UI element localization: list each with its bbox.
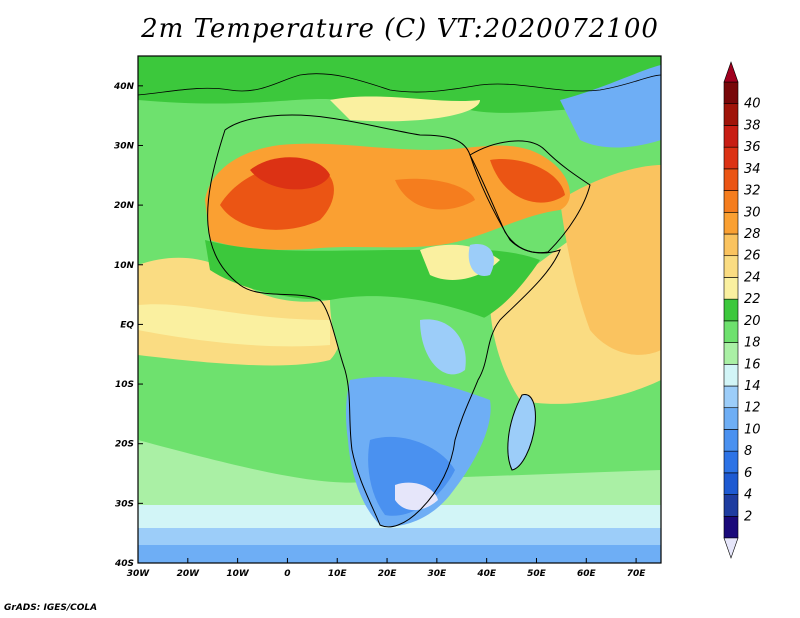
colorbar-swatch — [723, 429, 739, 452]
grads-credit: GrADS: IGES/COLA — [4, 603, 98, 613]
colorbar-swatch — [723, 472, 739, 495]
colorbar-swatch — [723, 190, 739, 213]
colorbar-label: 12 — [744, 401, 761, 416]
lon-tick-label: 70E — [627, 569, 647, 579]
map-frame — [137, 55, 662, 564]
colorbar-swatch — [723, 81, 739, 105]
colorbar-label: 14 — [744, 379, 761, 394]
colorbar-label: 20 — [744, 314, 761, 329]
lon-tick-label: 20E — [378, 569, 398, 579]
lat-tick-label: 40S — [114, 559, 134, 569]
map-title: 2m Temperature (C) VT:2020072100 — [141, 14, 659, 44]
lon-tick-label: 0 — [284, 569, 290, 579]
colorbar-swatch — [723, 233, 739, 257]
colorbar-swatch — [723, 385, 739, 409]
lon-tick-label: 30W — [127, 569, 151, 579]
colorbar-swatch — [723, 298, 739, 322]
lat-tick-label: 40N — [113, 82, 135, 92]
colorbar-label: 8 — [744, 444, 752, 459]
colorbar-label: 36 — [744, 140, 761, 155]
lon-tick-label: 40E — [476, 569, 497, 579]
africa-coastline — [207, 114, 561, 528]
lon-tick-label: 50E — [527, 569, 547, 579]
colorbar-label: 26 — [744, 249, 761, 264]
lat-tick-label: 20N — [114, 201, 135, 211]
colorbar-label: 34 — [744, 162, 761, 177]
field-band-south — [138, 440, 661, 505]
lat-tick-label: 20S — [115, 440, 134, 450]
lat-tick-label: 10S — [115, 380, 134, 390]
colorbar-swatch — [723, 146, 739, 170]
map-field — [138, 56, 661, 563]
colorbar-label: 30 — [744, 205, 761, 220]
colorbar-label: 38 — [744, 118, 761, 133]
colorbar-swatch — [723, 277, 739, 300]
colorbar-swatch — [723, 211, 739, 235]
colorbar-label: 40 — [744, 97, 761, 112]
field-band-colder — [138, 545, 661, 563]
lon-tick-label: 10E — [328, 569, 348, 579]
madagascar-coastline — [507, 394, 536, 471]
colorbar-label: 10 — [744, 422, 761, 437]
colorbar-swatch — [723, 103, 739, 126]
colorbar-swatch — [723, 494, 739, 517]
colorbar-label: 4 — [744, 488, 752, 503]
axis-ticks: 30W 20W 10W 0 10E 20E 30E 40E 50E 60E 70E 40N 30N 20N… — [113, 82, 646, 579]
colorbar-swatch — [723, 125, 739, 148]
colorbar-label: 2 — [744, 509, 752, 524]
colorbar-under-arrow — [723, 537, 739, 559]
lon-tick-label: 10W — [226, 569, 250, 579]
arabia-coastline — [469, 140, 591, 254]
colorbar-label: 18 — [744, 336, 761, 351]
lat-tick-label: 30S — [115, 499, 134, 509]
lat-tick-label: EQ — [120, 320, 134, 330]
colorbar-label: 32 — [744, 184, 761, 199]
colorbar-label: 6 — [744, 466, 752, 481]
colorbar-over-arrow — [723, 61, 739, 83]
lon-tick-label: 20W — [177, 569, 201, 579]
lat-tick-label: 30N — [114, 141, 135, 151]
colorbar-swatch — [723, 255, 739, 278]
colorbar-swatch — [723, 407, 739, 430]
field-madagascar — [507, 394, 536, 470]
colorbar-swatch — [723, 168, 739, 191]
lon-tick-label: 60E — [577, 569, 597, 579]
lon-tick-label: 30E — [428, 569, 448, 579]
colorbar-swatch — [723, 515, 739, 539]
colorbar-swatch — [723, 363, 739, 387]
colorbar-swatch — [723, 320, 739, 343]
colorbar-label: 22 — [744, 292, 761, 307]
lat-tick-label: 10N — [114, 261, 135, 271]
colorbar-label: 24 — [744, 270, 761, 285]
colorbar-swatch — [723, 342, 739, 365]
colorbar-label: 28 — [744, 227, 761, 242]
field-europe — [138, 56, 661, 113]
colorbar-label: 16 — [744, 357, 761, 372]
europe-coastline — [137, 73, 662, 96]
colorbar-swatch — [723, 450, 739, 474]
